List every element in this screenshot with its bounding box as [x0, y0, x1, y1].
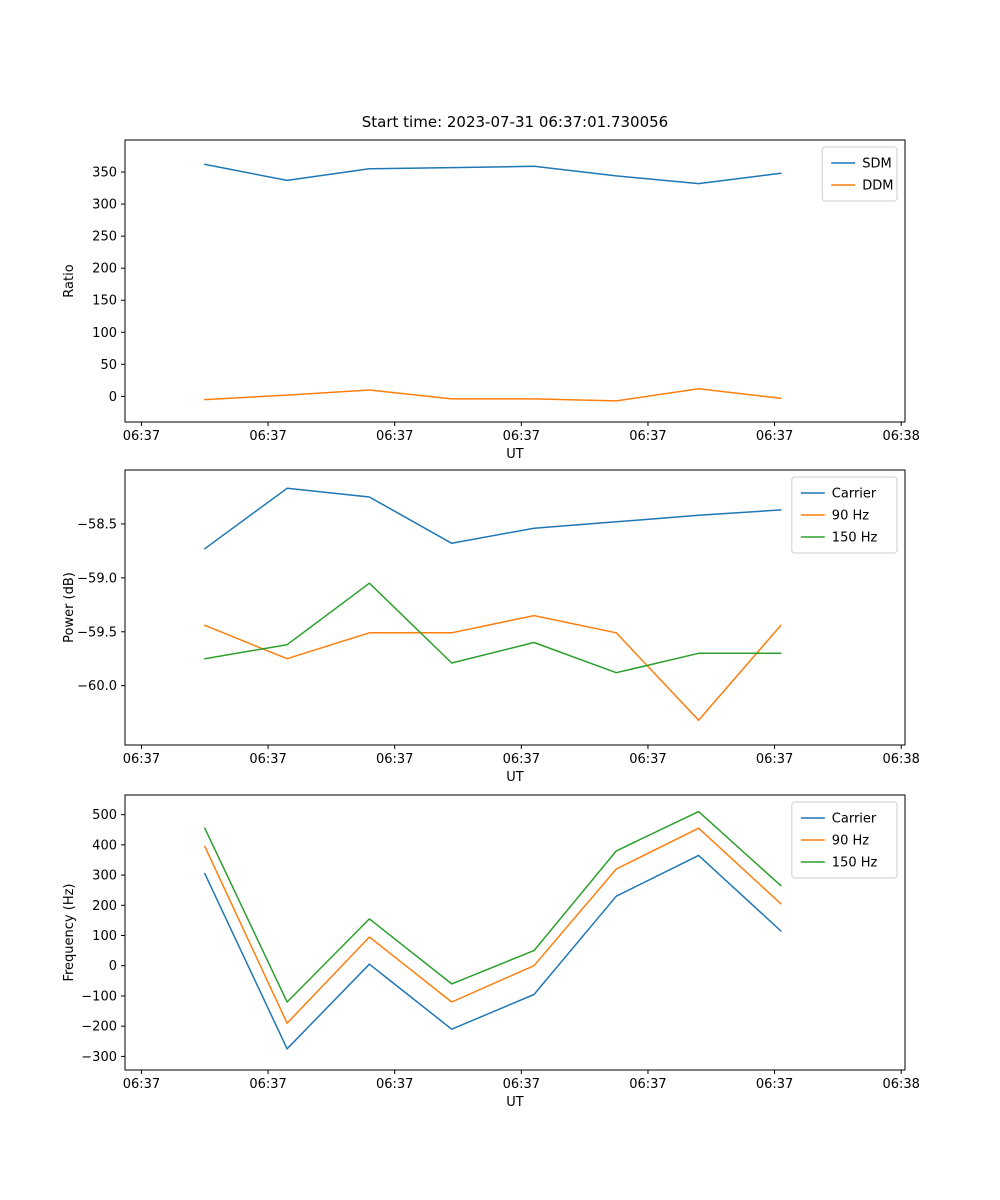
legend-label-sdm: SDM [862, 157, 891, 172]
x-tick-label: 06:38 [882, 752, 919, 767]
y-axis-label: Frequency (Hz) [62, 883, 77, 981]
ratio-plot: 06:37 06:37 06:37 06:37 06:37 06:37 06:38 0 50 10… [62, 139, 920, 460]
x-tick-label: 06:37 [503, 1077, 540, 1092]
x-tick-label: 06:37 [376, 752, 413, 767]
x-tick-label: 06:37 [123, 752, 160, 767]
sdm-line [204, 163, 782, 185]
x-tick-label: 06:38 [882, 429, 919, 444]
y-tick-label: −58.5 [77, 517, 117, 532]
axes-frame [124, 139, 906, 423]
legend-box [821, 146, 898, 202]
y-tick-label: 50 [100, 358, 117, 373]
y-tick-label: 500 [92, 808, 117, 823]
y-tick-label: 200 [92, 262, 117, 277]
frequency-plot: 06:37 06:37 06:37 06:37 06:37 06:37 06:38 500 40… [62, 794, 920, 1110]
legend-label-carrier: Carrier [832, 487, 877, 502]
y-tick-label: −300 [81, 1050, 117, 1065]
legend-label-90-hz: 90 Hz [832, 509, 869, 524]
legend-label-ddm: DDM [862, 179, 893, 194]
x-tick-label: 06:37 [503, 752, 540, 767]
ddm-line [204, 387, 782, 402]
y-tick-label: 150 [92, 294, 117, 309]
x-tick-label: 06:37 [503, 429, 540, 444]
y-axis-label: Power (dB) [62, 572, 77, 643]
x-axis-label: UT [506, 447, 524, 460]
90-hz-line [204, 614, 782, 721]
figure-title: Start time: 2023-07-31 06:37:01.730056 [361, 113, 669, 131]
y-tick-label: 100 [92, 326, 117, 341]
150-hz-line [204, 582, 782, 674]
legend-box [791, 801, 898, 879]
x-tick-label: 06:37 [376, 429, 413, 444]
x-tick-label: 06:37 [123, 1077, 160, 1092]
x-tick-label: 06:37 [756, 429, 793, 444]
x-tick-label: 06:37 [249, 752, 286, 767]
x-tick-label: 06:37 [629, 1077, 666, 1092]
y-tick-label: −59.5 [77, 625, 117, 640]
x-tick-label: 06:37 [249, 429, 286, 444]
x-tick-label: 06:37 [629, 429, 666, 444]
x-tick-label: 06:38 [882, 1077, 919, 1092]
x-tick-label: 06:37 [629, 752, 666, 767]
y-tick-label: 300 [92, 198, 117, 213]
90-hz-line [204, 827, 782, 1024]
y-tick-label: −60.0 [77, 679, 117, 694]
x-tick-label: 06:37 [376, 1077, 413, 1092]
legend-label-150-hz: 150 Hz [832, 531, 878, 546]
x-axis-label: UT [506, 1095, 524, 1110]
power-plot: 06:37 06:37 06:37 06:37 06:37 06:37 06:38 −58.5… [62, 469, 920, 785]
y-tick-label: 400 [92, 838, 117, 853]
y-tick-label: 350 [92, 166, 117, 181]
y-tick-label: 200 [92, 899, 117, 914]
legend-label-150-hz: 150 Hz [832, 856, 878, 871]
y-tick-label: 0 [109, 959, 117, 974]
axes-frame [124, 794, 906, 1071]
y-tick-label: 100 [92, 929, 117, 944]
y-tick-label: −100 [81, 989, 117, 1004]
y-tick-label: 0 [109, 390, 117, 405]
legend-box [791, 476, 898, 554]
x-tick-label: 06:37 [123, 429, 160, 444]
legend-label-90-hz: 90 Hz [832, 834, 869, 849]
y-tick-label: 250 [92, 230, 117, 245]
carrier-line [204, 487, 782, 550]
carrier-line [204, 854, 782, 1050]
y-tick-label: 300 [92, 869, 117, 884]
y-tick-label: −200 [81, 1020, 117, 1035]
x-tick-label: 06:37 [756, 752, 793, 767]
x-axis-label: UT [506, 770, 524, 785]
axes-frame [124, 469, 906, 746]
150-hz-line [204, 810, 782, 1003]
y-axis-label: Ratio [62, 264, 77, 297]
x-tick-label: 06:37 [249, 1077, 286, 1092]
legend-label-carrier: Carrier [832, 812, 877, 827]
y-tick-label: −59.0 [77, 571, 117, 586]
x-tick-label: 06:37 [756, 1077, 793, 1092]
